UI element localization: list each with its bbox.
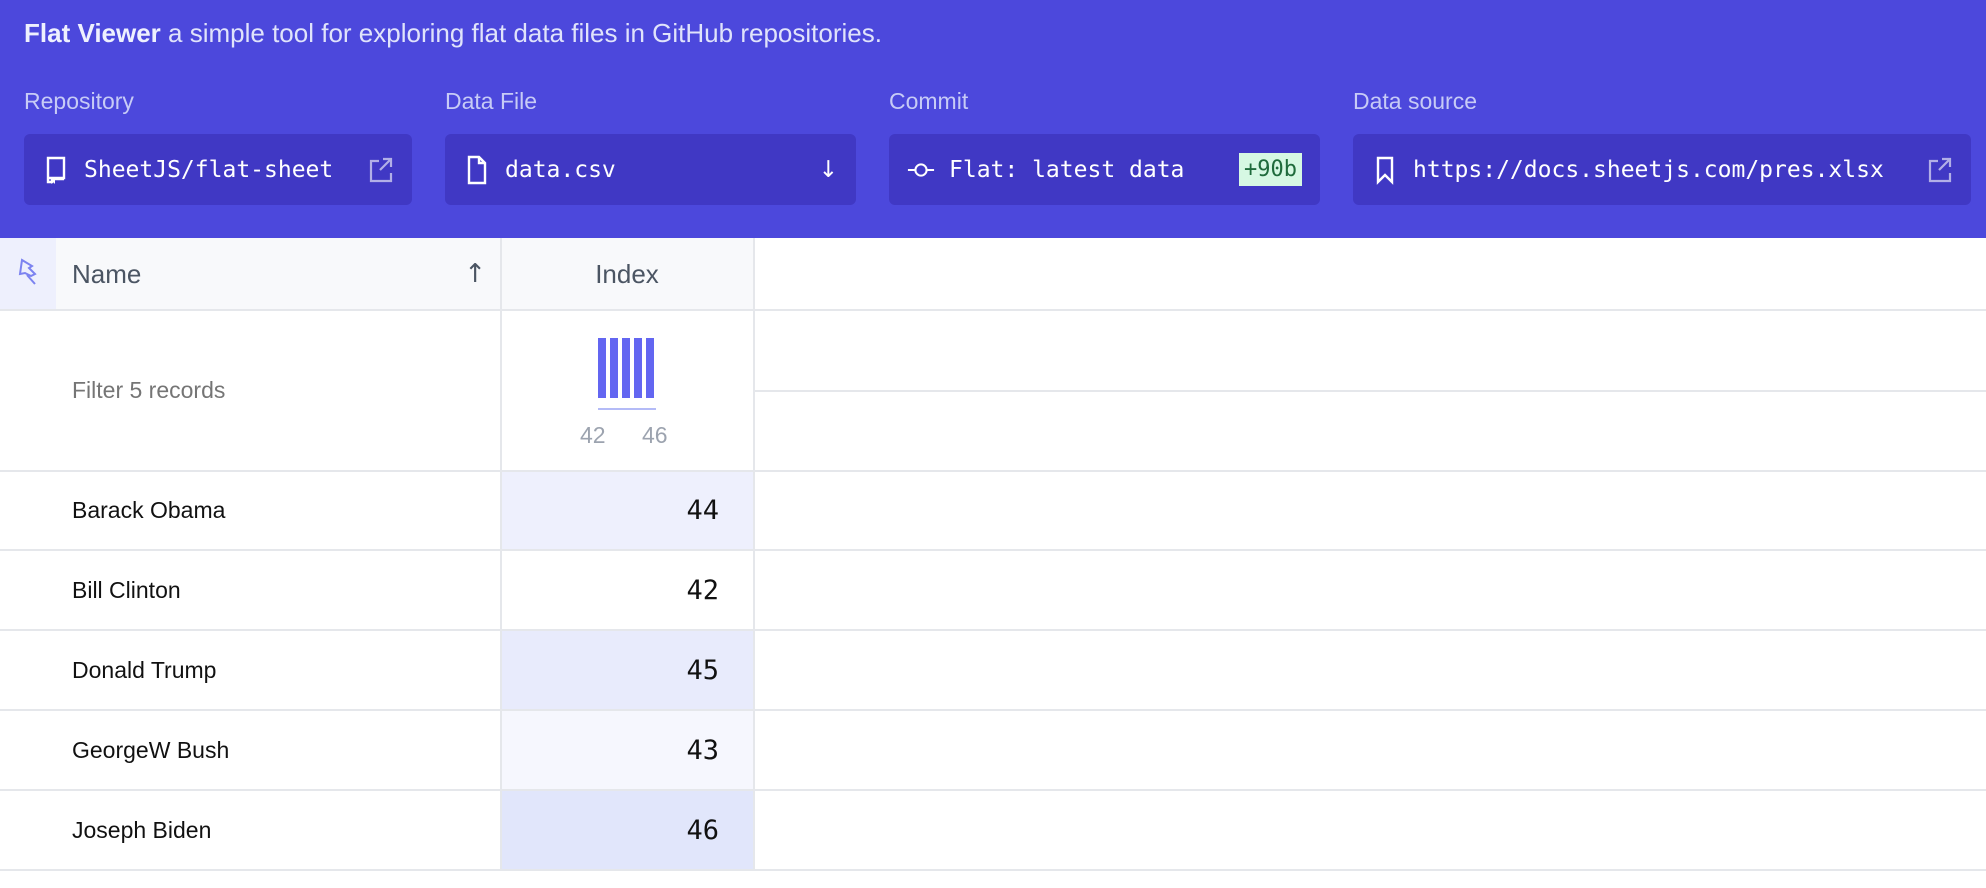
sort-ascending-icon[interactable]: ↑ <box>464 259 486 289</box>
repository-label: Repository <box>24 88 134 114</box>
divider <box>0 789 1986 791</box>
data-file-label: Data File <box>445 88 538 114</box>
external-link-icon[interactable] <box>368 156 394 184</box>
column-header-index[interactable]: Index <box>500 238 754 310</box>
data-file-select[interactable]: data.csv ↓ <box>445 134 856 205</box>
name-cell: Joseph Biden <box>72 816 212 843</box>
index-cell: 44 <box>502 471 753 549</box>
divider <box>0 549 1986 551</box>
histogram-axis <box>598 408 656 410</box>
repository-value: SheetJS/flat-sheet <box>84 156 334 183</box>
app-title: Flat Viewer a simple tool for exploring … <box>24 18 882 49</box>
repo-icon <box>42 154 70 186</box>
column-header-name[interactable]: Name ↑ <box>56 238 500 310</box>
name-cell: GeorgeW Bush <box>72 736 230 763</box>
divider <box>0 629 1986 631</box>
histogram-min-label: 42 <box>580 422 606 448</box>
external-link-icon[interactable] <box>1927 156 1953 184</box>
name-filter-input[interactable] <box>72 360 472 420</box>
index-cell: 45 <box>502 631 753 709</box>
data-file-value: data.csv <box>505 156 616 183</box>
index-cell: 43 <box>502 711 753 789</box>
data-source-value: https://docs.sheetjs.com/pres.xlsx <box>1413 156 1884 183</box>
commit-value: Flat: latest data <box>949 156 1185 183</box>
pin-column-button[interactable] <box>0 238 56 310</box>
commit-label: Commit <box>889 88 969 114</box>
name-cell: Donald Trump <box>72 656 217 683</box>
pin-icon <box>13 257 43 292</box>
app-name: Flat Viewer <box>24 18 161 48</box>
data-source-label: Data source <box>1353 88 1478 114</box>
bookmark-icon <box>1371 154 1399 186</box>
divider <box>753 238 755 871</box>
column-header-label: Index <box>595 258 659 289</box>
column-header-label: Name <box>72 258 142 289</box>
divider <box>754 390 1986 392</box>
diff-size-badge: +90b <box>1239 153 1302 186</box>
file-icon <box>463 154 491 186</box>
divider <box>0 309 1986 311</box>
histogram-bar[interactable] <box>646 338 654 398</box>
histogram-bar[interactable] <box>622 338 630 398</box>
app-tagline: a simple tool for exploring flat data fi… <box>168 18 882 48</box>
repository-selector[interactable]: SheetJS/flat-sheet <box>24 134 412 205</box>
commit-select[interactable]: Flat: latest data +90b <box>889 134 1320 205</box>
histogram-max-label: 46 <box>642 422 668 448</box>
index-cell: 42 <box>502 551 753 629</box>
histogram-bar[interactable] <box>598 338 606 398</box>
divider <box>500 238 502 871</box>
name-cell: Barack Obama <box>72 496 226 523</box>
chevron-down-icon: ↓ <box>818 156 838 183</box>
index-cell: 46 <box>502 791 753 869</box>
histogram-bar[interactable] <box>634 338 642 398</box>
histogram-bar[interactable] <box>610 338 618 398</box>
divider <box>0 709 1986 711</box>
index-histogram[interactable]: 42 46 <box>500 312 754 470</box>
data-source-link[interactable]: https://docs.sheetjs.com/pres.xlsx <box>1353 134 1971 205</box>
app-header: Flat Viewer a simple tool for exploring … <box>0 0 1986 238</box>
divider <box>0 869 1986 871</box>
name-cell: Bill Clinton <box>72 576 181 603</box>
divider <box>0 470 1986 472</box>
git-commit-icon <box>907 154 935 186</box>
